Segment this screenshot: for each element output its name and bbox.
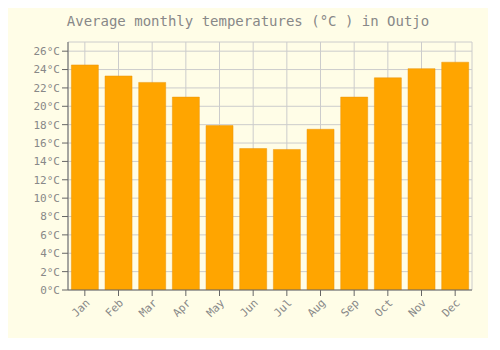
- svg-text:8°C: 8°C: [40, 210, 60, 223]
- svg-text:2°C: 2°C: [40, 266, 60, 279]
- svg-text:May: May: [204, 296, 228, 320]
- svg-text:18°C: 18°C: [34, 119, 61, 132]
- svg-text:22°C: 22°C: [34, 82, 61, 95]
- svg-text:16°C: 16°C: [34, 137, 61, 150]
- svg-text:0°C: 0°C: [40, 284, 60, 297]
- svg-text:Jul: Jul: [271, 296, 294, 319]
- svg-text:24°C: 24°C: [34, 63, 61, 76]
- svg-text:12°C: 12°C: [34, 174, 61, 187]
- svg-text:6°C: 6°C: [40, 229, 60, 242]
- svg-text:Apr: Apr: [170, 296, 194, 320]
- svg-text:4°C: 4°C: [40, 247, 60, 260]
- svg-text:Dec: Dec: [440, 296, 463, 319]
- svg-text:Jan: Jan: [69, 296, 92, 319]
- svg-text:Mar: Mar: [137, 296, 161, 320]
- svg-text:Sep: Sep: [339, 296, 362, 319]
- svg-text:Aug: Aug: [305, 296, 328, 319]
- svg-text:10°C: 10°C: [34, 192, 61, 205]
- svg-text:14°C: 14°C: [34, 155, 61, 168]
- svg-text:Oct: Oct: [372, 296, 395, 319]
- html-text:Average monthly temperatures (: Average monthly temperatures (°C ) in Ou…: [66, 13, 430, 29]
- svg-text:Jun: Jun: [238, 296, 261, 319]
- svg-text:20°C: 20°C: [34, 100, 61, 113]
- svg-text:Nov: Nov: [406, 296, 430, 320]
- svg-text:26°C: 26°C: [34, 45, 61, 58]
- svg-text:Feb: Feb: [103, 296, 126, 319]
